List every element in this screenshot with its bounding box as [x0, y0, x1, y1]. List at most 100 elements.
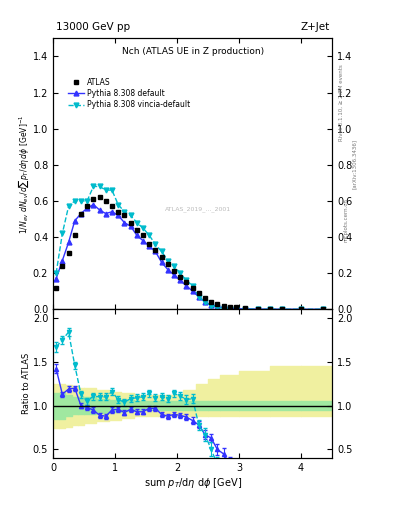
Pythia 8.308 default [215, 304, 220, 310]
Text: Nch (ATLAS UE in Z production): Nch (ATLAS UE in Z production) [121, 47, 264, 55]
Pythia 8.308 default [228, 305, 232, 311]
ATLAS [60, 263, 65, 269]
Pythia 8.308 default [268, 306, 272, 312]
Pythia 8.308 vincia-default [172, 263, 176, 269]
ATLAS [128, 220, 133, 226]
Pythia 8.308 vincia-default [85, 198, 90, 204]
ATLAS [91, 196, 96, 202]
Pythia 8.308 vincia-default [60, 230, 65, 237]
ATLAS [66, 250, 71, 257]
Pythia 8.308 vincia-default [91, 183, 96, 189]
Y-axis label: Ratio to ATLAS: Ratio to ATLAS [22, 353, 31, 414]
Pythia 8.308 default [66, 240, 71, 246]
Pythia 8.308 vincia-default [110, 187, 114, 193]
Text: ATLAS_2019_..._2001: ATLAS_2019_..._2001 [165, 206, 231, 212]
Pythia 8.308 default [209, 302, 213, 308]
Pythia 8.308 default [203, 299, 208, 305]
ATLAS [85, 203, 90, 209]
ATLAS [228, 304, 232, 310]
Y-axis label: $1/N_{ev}$ $dN_{ev}/d\sum p_T/d\eta\,d\phi$ [GeV]$^{-1}$: $1/N_{ev}$ $dN_{ev}/d\sum p_T/d\eta\,d\p… [17, 114, 31, 233]
Pythia 8.308 default [299, 306, 303, 312]
ATLAS [209, 299, 213, 305]
Pythia 8.308 default [184, 283, 189, 289]
Pythia 8.308 default [190, 288, 195, 294]
Pythia 8.308 default [280, 306, 285, 312]
ATLAS [184, 279, 189, 285]
Pythia 8.308 vincia-default [190, 283, 195, 289]
ATLAS [165, 261, 170, 267]
ATLAS [215, 301, 220, 307]
ATLAS [299, 306, 303, 312]
Pythia 8.308 vincia-default [233, 306, 238, 312]
ATLAS [203, 295, 208, 302]
ATLAS [172, 268, 176, 274]
ATLAS [147, 241, 152, 247]
ATLAS [255, 306, 260, 312]
Pythia 8.308 default [54, 275, 59, 282]
Pythia 8.308 default [91, 201, 96, 207]
Pythia 8.308 default [165, 266, 170, 272]
Pythia 8.308 default [196, 293, 201, 300]
Pythia 8.308 vincia-default [203, 299, 208, 305]
Pythia 8.308 vincia-default [141, 225, 145, 231]
Pythia 8.308 default [122, 220, 127, 226]
ATLAS [178, 274, 182, 280]
Pythia 8.308 default [255, 306, 260, 312]
Pythia 8.308 default [178, 278, 182, 284]
ATLAS [116, 209, 121, 215]
Pythia 8.308 vincia-default [165, 258, 170, 264]
Pythia 8.308 vincia-default [255, 306, 260, 312]
ATLAS [103, 198, 108, 204]
ATLAS [243, 305, 248, 311]
Pythia 8.308 vincia-default [66, 203, 71, 209]
ATLAS [110, 203, 114, 209]
ATLAS [141, 232, 145, 238]
Pythia 8.308 vincia-default [97, 183, 102, 189]
Pythia 8.308 vincia-default [215, 305, 220, 311]
Pythia 8.308 default [72, 218, 77, 224]
Pythia 8.308 vincia-default [184, 278, 189, 284]
Pythia 8.308 vincia-default [72, 198, 77, 204]
ATLAS [233, 305, 238, 311]
X-axis label: sum $p_T$/d$\eta$ d$\phi$ [GeV]: sum $p_T$/d$\eta$ d$\phi$ [GeV] [143, 476, 242, 490]
Pythia 8.308 default [60, 258, 65, 264]
Pythia 8.308 vincia-default [268, 306, 272, 312]
Pythia 8.308 vincia-default [299, 306, 303, 312]
Text: Rivet 3.1.10, ≥ 2.2M events: Rivet 3.1.10, ≥ 2.2M events [339, 64, 344, 141]
ATLAS [320, 306, 325, 312]
Pythia 8.308 default [128, 223, 133, 229]
Line: Pythia 8.308 default: Pythia 8.308 default [54, 202, 325, 312]
Pythia 8.308 default [103, 210, 108, 217]
ATLAS [54, 285, 59, 291]
Pythia 8.308 vincia-default [209, 303, 213, 309]
Pythia 8.308 default [116, 212, 121, 219]
Pythia 8.308 vincia-default [54, 270, 59, 276]
Pythia 8.308 vincia-default [221, 305, 226, 311]
ATLAS [79, 210, 83, 217]
ATLAS [159, 254, 164, 260]
ATLAS [134, 227, 139, 233]
Pythia 8.308 default [159, 259, 164, 265]
Text: mcplots.cern.ch: mcplots.cern.ch [344, 198, 349, 242]
Pythia 8.308 vincia-default [134, 220, 139, 226]
ATLAS [153, 247, 158, 253]
ATLAS [190, 285, 195, 291]
Pythia 8.308 vincia-default [196, 293, 201, 300]
Pythia 8.308 default [110, 209, 114, 215]
Pythia 8.308 vincia-default [178, 270, 182, 276]
Pythia 8.308 default [320, 306, 325, 312]
Pythia 8.308 default [153, 248, 158, 254]
Legend: ATLAS, Pythia 8.308 default, Pythia 8.308 vincia-default: ATLAS, Pythia 8.308 default, Pythia 8.30… [65, 75, 193, 113]
Pythia 8.308 default [233, 306, 238, 312]
Pythia 8.308 default [97, 207, 102, 213]
ATLAS [268, 306, 272, 312]
Pythia 8.308 default [79, 210, 83, 217]
Pythia 8.308 default [85, 205, 90, 211]
ATLAS [97, 194, 102, 200]
Pythia 8.308 default [147, 243, 152, 249]
Pythia 8.308 vincia-default [280, 306, 285, 312]
Pythia 8.308 vincia-default [103, 187, 108, 193]
Pythia 8.308 default [172, 272, 176, 278]
Pythia 8.308 vincia-default [147, 232, 152, 238]
Pythia 8.308 default [141, 238, 145, 244]
